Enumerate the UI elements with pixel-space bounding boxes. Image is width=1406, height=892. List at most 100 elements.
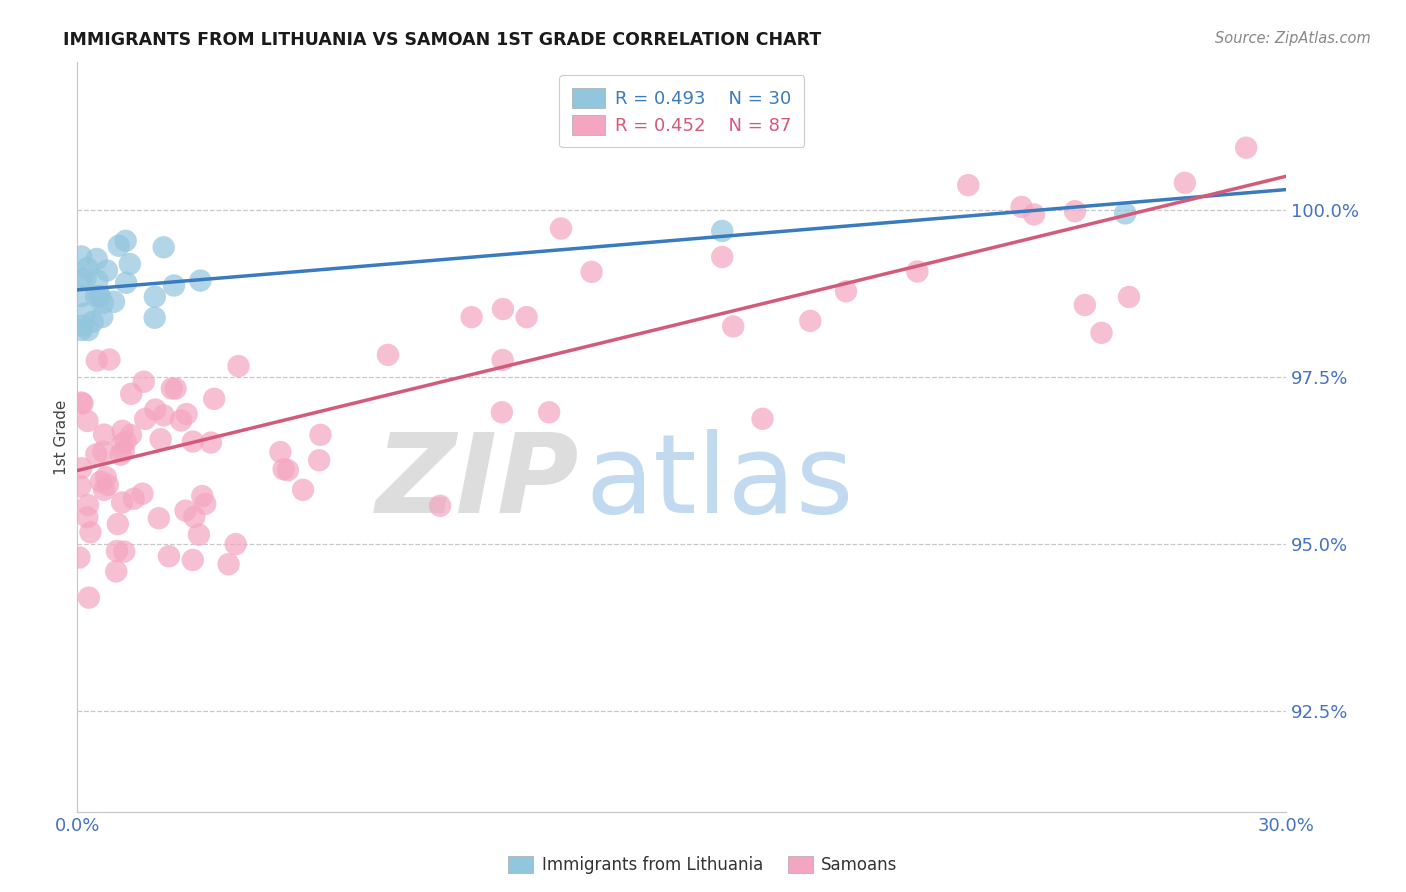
Point: [163, 278, 186, 293]
Point: [91, 444, 114, 458]
Point: [277, 463, 299, 477]
Point: [200, 435, 222, 450]
Point: [835, 285, 858, 299]
Point: [308, 453, 330, 467]
Point: [86, 353, 108, 368]
Point: [152, 409, 174, 423]
Point: [70, 323, 93, 337]
Point: [957, 178, 980, 193]
Point: [581, 265, 603, 279]
Point: [550, 221, 572, 235]
Point: [86, 274, 108, 288]
Point: [751, 411, 773, 425]
Point: [105, 544, 128, 558]
Point: [79, 525, 101, 540]
Point: [143, 290, 166, 304]
Point: [181, 553, 204, 567]
Point: [292, 483, 315, 497]
Point: [76, 260, 98, 275]
Point: [1011, 200, 1033, 214]
Point: [190, 274, 212, 288]
Point: [76, 414, 98, 428]
Point: [377, 348, 399, 362]
Point: [107, 238, 129, 252]
Point: [711, 250, 734, 264]
Point: [273, 462, 295, 476]
Point: [91, 296, 114, 310]
Point: [69, 479, 91, 493]
Point: [114, 434, 136, 449]
Point: [1118, 290, 1140, 304]
Point: [516, 310, 538, 325]
Point: [86, 447, 108, 461]
Point: [86, 252, 108, 266]
Point: [309, 427, 332, 442]
Point: [111, 495, 134, 509]
Point: [491, 405, 513, 419]
Point: [1090, 326, 1112, 340]
Point: [93, 483, 115, 497]
Point: [1064, 204, 1087, 219]
Y-axis label: 1st Grade: 1st Grade: [53, 400, 69, 475]
Point: [269, 445, 291, 459]
Point: [112, 544, 135, 558]
Point: [1114, 206, 1136, 220]
Point: [114, 234, 136, 248]
Point: [228, 359, 250, 373]
Point: [1074, 298, 1097, 312]
Point: [176, 407, 198, 421]
Point: [160, 382, 183, 396]
Point: [218, 558, 240, 572]
Point: [115, 276, 138, 290]
Point: [94, 470, 117, 484]
Point: [77, 591, 100, 605]
Point: [1234, 141, 1257, 155]
Point: [799, 314, 821, 328]
Point: [1022, 207, 1045, 221]
Point: [76, 510, 98, 524]
Point: [538, 405, 561, 419]
Point: [105, 565, 128, 579]
Point: [91, 310, 114, 324]
Point: [70, 272, 93, 286]
Point: [110, 448, 132, 462]
Point: [183, 510, 205, 524]
Point: [905, 264, 928, 278]
Point: [152, 240, 174, 254]
Point: [89, 289, 111, 303]
Point: [107, 517, 129, 532]
Point: [721, 319, 744, 334]
Point: [1174, 176, 1197, 190]
Point: [143, 402, 166, 417]
Point: [131, 486, 153, 500]
Point: [157, 549, 180, 564]
Point: [122, 491, 145, 506]
Point: [89, 289, 111, 303]
Point: [143, 310, 166, 325]
Point: [491, 353, 513, 368]
Point: [90, 475, 112, 489]
Point: [70, 395, 93, 409]
Point: [202, 392, 225, 406]
Point: [120, 428, 142, 442]
Point: [70, 318, 93, 333]
Point: [149, 432, 172, 446]
Point: [72, 396, 94, 410]
Point: [711, 224, 734, 238]
Point: [194, 497, 217, 511]
Point: [429, 499, 451, 513]
Point: [460, 310, 482, 324]
Point: [84, 289, 107, 303]
Text: ZIP: ZIP: [375, 428, 579, 535]
Point: [70, 461, 93, 475]
Legend: R = 0.493    N = 30, R = 0.452    N = 87: R = 0.493 N = 30, R = 0.452 N = 87: [560, 75, 804, 147]
Point: [70, 289, 93, 303]
Point: [75, 306, 97, 320]
Point: [70, 249, 93, 263]
Point: [165, 382, 187, 396]
Point: [77, 498, 100, 512]
Point: [225, 537, 247, 551]
Point: [181, 434, 204, 449]
Point: [111, 437, 134, 451]
Point: [148, 511, 170, 525]
